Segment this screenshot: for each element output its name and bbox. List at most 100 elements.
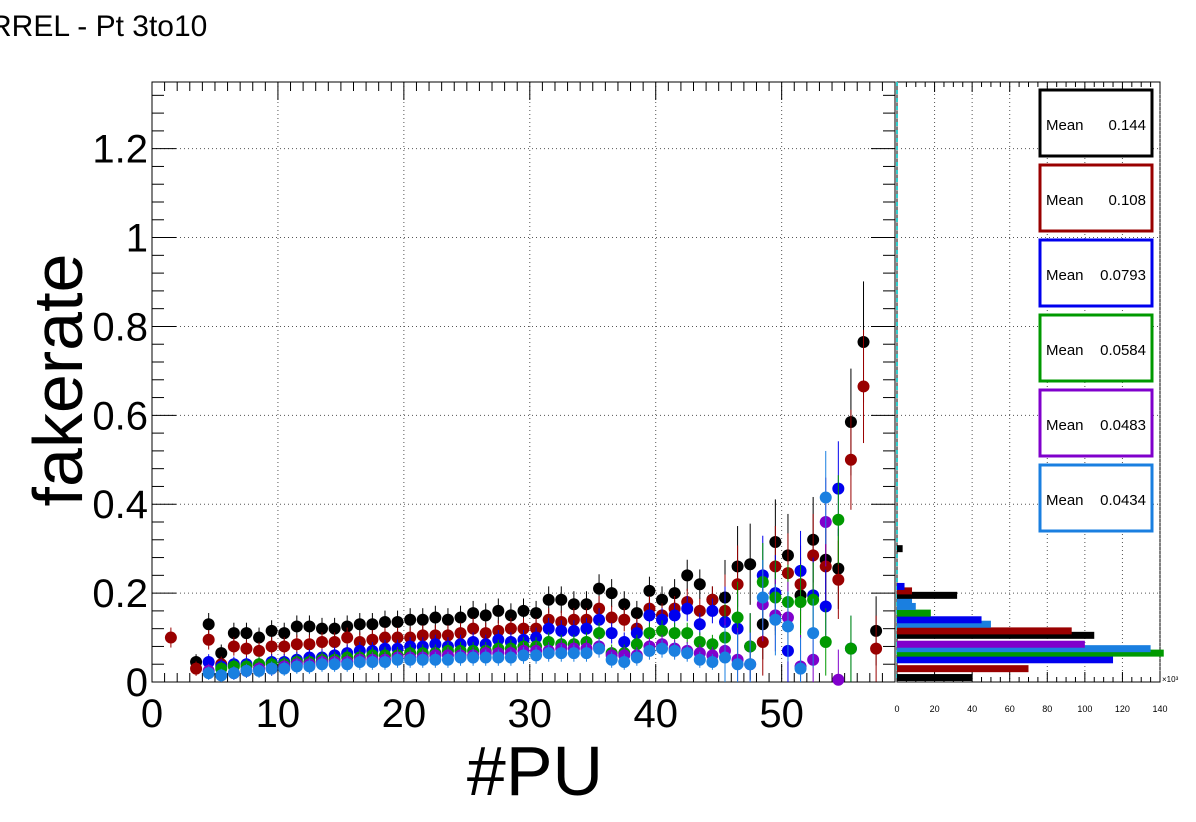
data-point	[517, 622, 530, 635]
data-point	[630, 607, 643, 620]
stat-box-label: Mean	[1046, 342, 1084, 359]
projection-bar	[897, 627, 1072, 635]
data-point	[341, 631, 354, 644]
stat-box-border	[1038, 88, 1154, 158]
data-point	[441, 613, 454, 626]
data-point	[303, 638, 316, 651]
projection-bar	[897, 587, 913, 595]
data-point	[492, 604, 505, 617]
stat-box-border	[1038, 463, 1154, 533]
data-point	[328, 622, 341, 635]
x-tick-label: 40	[633, 692, 678, 736]
data-points	[164, 281, 883, 686]
data-point	[731, 611, 744, 624]
projection-tick-label: 40	[967, 704, 977, 714]
projection-bar	[897, 656, 1114, 664]
data-point	[643, 627, 656, 640]
data-point	[265, 662, 278, 675]
data-point	[668, 587, 681, 600]
chart-title: ARREL - Pt 3to10	[0, 10, 208, 43]
data-point	[202, 618, 215, 631]
x-tick-labels: 0 10 20 30 40 50	[141, 692, 804, 736]
grid-lines	[152, 82, 895, 682]
data-point	[441, 629, 454, 642]
data-point	[643, 644, 656, 657]
data-point	[265, 640, 278, 653]
projection-tick-label: 140	[1152, 704, 1167, 714]
data-point	[227, 640, 240, 653]
y-tick-label: 0.6	[92, 394, 148, 438]
data-point	[429, 653, 442, 666]
data-point	[542, 647, 555, 660]
data-point	[253, 644, 266, 657]
data-point	[681, 569, 694, 582]
data-point	[756, 591, 769, 604]
data-point	[731, 658, 744, 671]
stat-box-value: 0.0584	[1100, 342, 1146, 359]
projection-bar	[897, 674, 973, 682]
x-tick-label: 10	[256, 692, 301, 736]
data-point	[378, 631, 391, 644]
projection-bar	[897, 602, 916, 610]
data-point	[807, 627, 820, 640]
data-point	[492, 651, 505, 664]
stat-box-label: Mean	[1046, 192, 1084, 209]
projection-bar	[897, 631, 1095, 639]
stat-box-border	[1038, 238, 1154, 308]
data-point	[706, 656, 719, 668]
data-point	[832, 573, 845, 586]
data-point	[681, 647, 694, 660]
stat-box-value: 0.0483	[1100, 417, 1146, 434]
data-point	[756, 636, 769, 648]
data-point	[479, 609, 492, 622]
stat-box-value: 0.0793	[1100, 267, 1146, 284]
projection-bar	[897, 645, 1151, 653]
data-point	[202, 656, 215, 668]
data-point	[454, 627, 467, 640]
stat-box-border	[1038, 163, 1154, 233]
series-5	[202, 450, 832, 682]
data-point	[290, 638, 303, 651]
data-point	[441, 653, 454, 666]
x-axis-label: #PU	[467, 732, 603, 810]
projection-tick-label: 80	[1042, 704, 1052, 714]
data-point	[467, 636, 480, 648]
data-point	[593, 613, 606, 626]
data-point	[303, 620, 316, 633]
projection-tick-label: 20	[930, 704, 940, 714]
data-point	[630, 651, 643, 664]
data-point	[530, 649, 543, 662]
data-point	[794, 596, 807, 608]
data-point	[555, 647, 568, 660]
projection-bar	[897, 609, 931, 617]
data-point	[832, 513, 845, 526]
y-tick-label: 0.4	[92, 483, 148, 527]
stat-box-value: 0.0434	[1100, 492, 1146, 509]
data-point	[202, 667, 215, 680]
data-point	[567, 624, 580, 637]
y-tick-label: 1	[126, 217, 148, 261]
y-tick-label: 0.8	[92, 305, 148, 349]
data-point	[542, 636, 555, 648]
data-point	[202, 633, 215, 646]
data-point	[454, 611, 467, 624]
data-point	[819, 491, 832, 504]
stat-box: Mean 0.0584	[1038, 313, 1154, 383]
data-point	[215, 669, 228, 682]
data-point	[404, 653, 417, 666]
data-point	[366, 656, 379, 668]
data-point	[668, 644, 681, 657]
y-tick-label: 0	[126, 661, 148, 705]
data-point	[215, 647, 228, 660]
data-point	[378, 616, 391, 628]
data-point	[593, 627, 606, 640]
data-point	[832, 673, 845, 686]
projection-bar	[897, 620, 991, 628]
data-point	[681, 627, 694, 640]
data-point	[253, 664, 266, 677]
x-tick-label: 50	[759, 692, 804, 736]
data-point	[630, 638, 643, 651]
data-point	[290, 620, 303, 633]
y-tick-labels: 0 0.2 0.4 0.6 0.8 1 1.2	[92, 128, 148, 705]
data-point	[454, 651, 467, 664]
